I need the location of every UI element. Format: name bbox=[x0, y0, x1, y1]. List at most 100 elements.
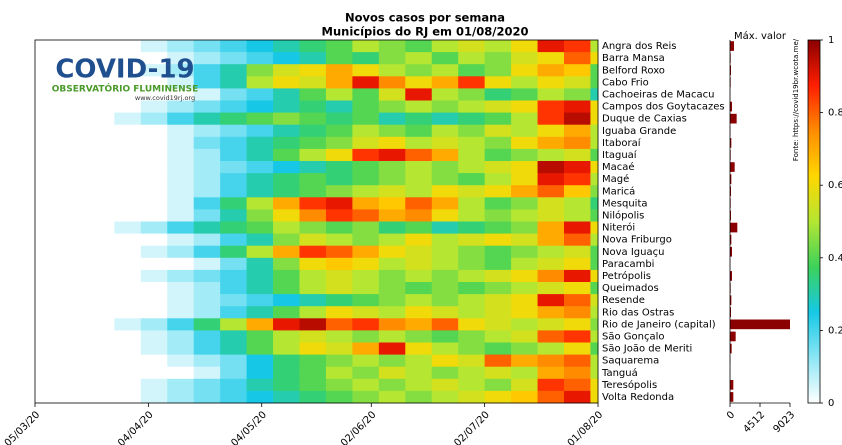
heat-cell bbox=[431, 233, 459, 247]
heat-cell bbox=[273, 354, 300, 368]
heat-cell bbox=[140, 269, 168, 283]
heat-cell bbox=[352, 330, 380, 343]
heat-cell bbox=[458, 112, 486, 126]
heat-cell bbox=[590, 100, 599, 113]
heat-cell bbox=[167, 294, 195, 307]
heat-cell bbox=[193, 245, 221, 259]
heat-cell bbox=[220, 342, 247, 355]
heat-cell bbox=[273, 100, 300, 113]
heat-cell bbox=[352, 52, 380, 65]
heat-cell bbox=[61, 209, 89, 222]
heat-cell bbox=[405, 185, 433, 198]
heat-cell bbox=[563, 124, 591, 138]
heat-cell bbox=[220, 221, 247, 234]
heat-cell bbox=[405, 88, 433, 101]
heat-cell bbox=[35, 197, 62, 210]
heat-cell bbox=[484, 294, 512, 307]
bar bbox=[730, 246, 732, 257]
heat-cell bbox=[537, 366, 565, 380]
heat-cell bbox=[220, 136, 247, 150]
heat-cell bbox=[35, 40, 62, 53]
heat-cell bbox=[405, 282, 433, 295]
heat-cell bbox=[220, 294, 247, 307]
row-label: Queimados bbox=[602, 283, 659, 294]
heat-cell bbox=[590, 124, 599, 138]
heat-cell bbox=[431, 52, 459, 65]
heat-cell bbox=[87, 342, 115, 355]
heat-cell bbox=[246, 112, 274, 126]
heat-cell bbox=[590, 221, 599, 234]
heat-cell bbox=[246, 221, 274, 234]
heat-cell bbox=[35, 269, 62, 283]
heat-cell bbox=[458, 257, 486, 271]
heat-cell bbox=[193, 209, 221, 222]
heat-cell bbox=[563, 221, 591, 234]
heat-cell bbox=[246, 173, 274, 186]
heat-cell bbox=[378, 40, 406, 53]
heat-cell bbox=[35, 294, 62, 307]
heat-cell bbox=[511, 209, 538, 222]
heat-cell bbox=[484, 366, 512, 380]
heat-cell bbox=[246, 185, 274, 198]
heat-cell bbox=[61, 185, 89, 198]
heat-cell bbox=[378, 161, 406, 174]
heat-cell bbox=[61, 245, 89, 259]
heat-cell bbox=[405, 342, 433, 355]
heat-cell bbox=[537, 318, 565, 331]
heat-cell bbox=[458, 318, 486, 331]
heat-cell bbox=[193, 161, 221, 174]
heat-cell bbox=[431, 197, 459, 210]
heat-cell bbox=[193, 197, 221, 210]
heat-cell bbox=[61, 40, 89, 53]
heat-cell bbox=[325, 100, 353, 113]
heat-cell bbox=[563, 52, 591, 65]
heat-cell bbox=[352, 136, 380, 150]
heat-cell bbox=[590, 294, 599, 307]
heat-cell bbox=[299, 257, 327, 271]
bar-title: Máx. valor bbox=[734, 30, 787, 42]
row-label: Tanguá bbox=[601, 367, 638, 379]
heat-cell bbox=[87, 136, 115, 150]
heat-cell bbox=[378, 112, 406, 126]
heat-cell bbox=[431, 221, 459, 234]
heat-cell bbox=[405, 112, 433, 126]
heat-cell bbox=[299, 318, 327, 331]
heat-cell bbox=[458, 148, 486, 162]
heat-cell bbox=[220, 330, 247, 343]
heat-cell bbox=[87, 40, 115, 53]
heat-cell bbox=[325, 64, 353, 77]
heat-cell bbox=[273, 294, 300, 307]
heat-cell bbox=[378, 88, 406, 101]
heat-cell bbox=[590, 40, 599, 53]
heat-cell bbox=[167, 52, 195, 65]
heat-cell bbox=[431, 378, 459, 392]
heat-cell bbox=[563, 354, 591, 368]
heat-cell bbox=[167, 100, 195, 113]
heat-cell bbox=[511, 330, 538, 343]
heat-cell bbox=[87, 221, 115, 234]
heat-cell bbox=[246, 136, 274, 150]
heat-cell bbox=[114, 161, 142, 174]
heat-cell bbox=[167, 378, 195, 392]
heat-cell bbox=[378, 294, 406, 307]
heat-cell bbox=[405, 136, 433, 150]
heat-cell bbox=[511, 88, 538, 101]
heat-cell bbox=[563, 366, 591, 380]
heat-cell bbox=[220, 124, 247, 138]
heat-cell bbox=[246, 354, 274, 368]
bar bbox=[730, 380, 734, 390]
bar bbox=[730, 222, 738, 233]
heat-cell bbox=[167, 306, 195, 319]
heat-cell bbox=[405, 161, 433, 174]
heat-cell bbox=[431, 40, 459, 53]
heat-cell bbox=[537, 245, 565, 259]
row-label: Rio de Janeiro (capital) bbox=[602, 319, 716, 330]
heat-cell bbox=[590, 173, 599, 186]
heat-cell bbox=[563, 390, 591, 404]
heat-cell bbox=[537, 124, 565, 138]
heat-cell bbox=[299, 330, 327, 343]
heat-cell bbox=[511, 76, 538, 89]
heat-cell bbox=[35, 378, 62, 392]
heat-cell bbox=[511, 342, 538, 355]
heat-cell bbox=[537, 221, 565, 234]
